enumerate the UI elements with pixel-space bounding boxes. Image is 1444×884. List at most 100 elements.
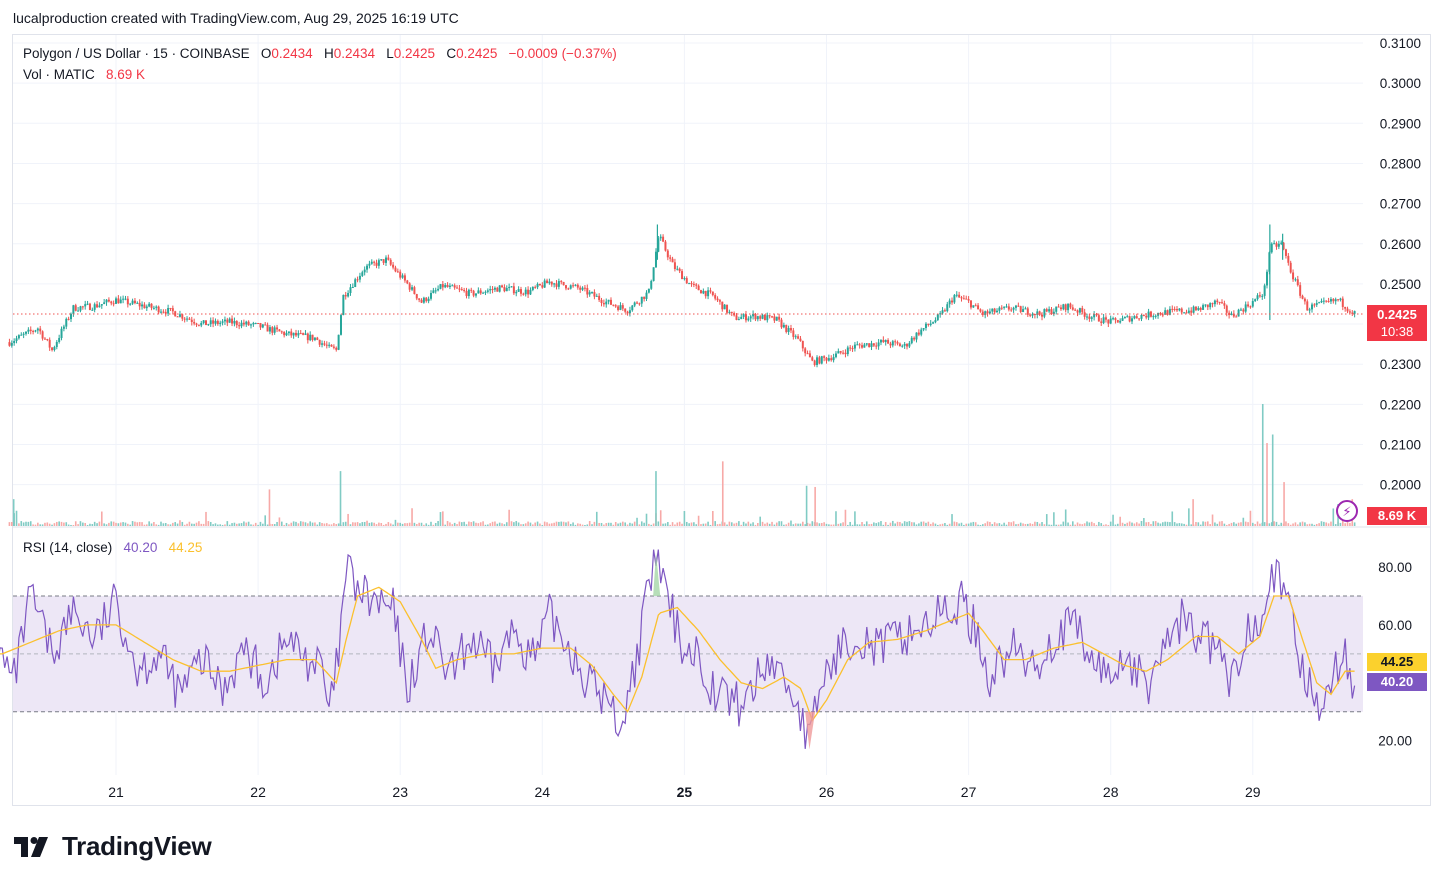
candle-body [65, 318, 68, 327]
volume-bar [958, 523, 960, 526]
candle-body [1090, 317, 1093, 319]
brand-name: TradingView [62, 831, 212, 861]
volume-bar [1273, 521, 1275, 526]
volume-bar [368, 522, 371, 526]
candle-body [1081, 308, 1084, 313]
volume-bar [238, 523, 240, 526]
volume-bar [1095, 524, 1098, 526]
volume-bar [1057, 524, 1060, 526]
candle-body [669, 257, 672, 259]
candle-body [1166, 310, 1169, 315]
volume-bar [299, 521, 302, 526]
volume-bar [20, 521, 23, 526]
candle-body [709, 290, 712, 292]
volume-bar [323, 523, 326, 526]
candle-body [1251, 301, 1254, 307]
candle-body [356, 279, 359, 281]
volume-bar [55, 521, 58, 526]
volume-bar [285, 522, 288, 526]
candle-body [863, 344, 866, 348]
candle-body [311, 334, 314, 340]
candle-body [91, 309, 94, 311]
candle-body [195, 323, 198, 325]
symbol-title[interactable]: Polygon / US Dollar · 15 · COINBASE [23, 46, 250, 61]
volume-bar [1079, 523, 1081, 526]
candle-body [541, 285, 544, 288]
rsi-label[interactable]: RSI (14, close) [23, 540, 113, 555]
candle-body [1033, 313, 1036, 315]
volume-bar [110, 521, 113, 526]
volume-bar [939, 524, 941, 526]
candle-body [766, 315, 769, 321]
candle-body [901, 345, 904, 347]
candle-body [1147, 311, 1150, 318]
volume-bar [25, 521, 27, 526]
volume-bar [302, 521, 304, 526]
lightning-icon[interactable]: ⚡ [1336, 500, 1358, 522]
volume-bar [1275, 521, 1278, 526]
candle-body [332, 346, 335, 348]
candle-body [707, 290, 710, 297]
candle-body [242, 322, 245, 325]
volume-bar [844, 509, 847, 526]
volume-bar [271, 524, 274, 526]
volume-bar [108, 522, 110, 526]
candle-body [583, 287, 586, 289]
volume-bar [134, 521, 136, 526]
candle-body [53, 347, 56, 351]
candle-body [747, 318, 750, 321]
volume-bar [53, 523, 56, 526]
volume-bar [250, 524, 252, 526]
candle-body [287, 331, 290, 334]
volume-bar [697, 515, 700, 526]
volume-bar [567, 521, 570, 526]
volume-bar [1015, 524, 1017, 526]
candle-body [178, 314, 181, 317]
volume-bar [896, 521, 899, 526]
volume-bar [470, 522, 473, 526]
volume-bar [408, 522, 411, 526]
volume-bar [1320, 521, 1323, 526]
volume-bar [352, 522, 354, 526]
volume-bar [1332, 508, 1335, 526]
candle-body [946, 304, 949, 312]
candle-body [657, 238, 660, 252]
candle-body [1007, 306, 1010, 310]
volume-bar [254, 522, 257, 526]
candle-body [235, 320, 238, 326]
volume-bar [1185, 524, 1188, 526]
candle-body [581, 287, 584, 290]
volume-bar [1164, 521, 1166, 526]
candle-body [652, 267, 655, 281]
candle-body [491, 289, 494, 291]
volume-bar [1327, 523, 1330, 526]
volume-spike-bar [655, 471, 657, 526]
candle-body [1339, 298, 1342, 300]
candle-body [1192, 306, 1195, 313]
candle-body [659, 236, 662, 239]
tradingview-logo[interactable]: TradingView [14, 831, 212, 862]
volume-bar [1126, 522, 1129, 526]
volume-bar [465, 524, 468, 526]
volume-bar [773, 524, 776, 526]
volume-bar [27, 521, 30, 526]
volume-bar [392, 524, 394, 526]
candle-body [1138, 318, 1141, 320]
rsi-oversold-fill [805, 711, 816, 750]
volume-bar [1344, 523, 1346, 526]
volume-label[interactable]: Vol · MATIC [23, 67, 95, 82]
candle-body [974, 305, 977, 307]
volume-bar [882, 524, 885, 526]
candle-body [600, 299, 603, 303]
volume-bar [977, 524, 979, 526]
volume-value: 8.69 K [106, 67, 146, 82]
volume-bar [200, 523, 203, 526]
volume-bar [579, 523, 581, 526]
volume-bar [704, 523, 707, 526]
candle-body [789, 328, 792, 331]
candle-body [363, 269, 366, 273]
candle-body [22, 333, 25, 335]
volume-bar [1083, 523, 1086, 526]
candle-body [283, 331, 286, 336]
